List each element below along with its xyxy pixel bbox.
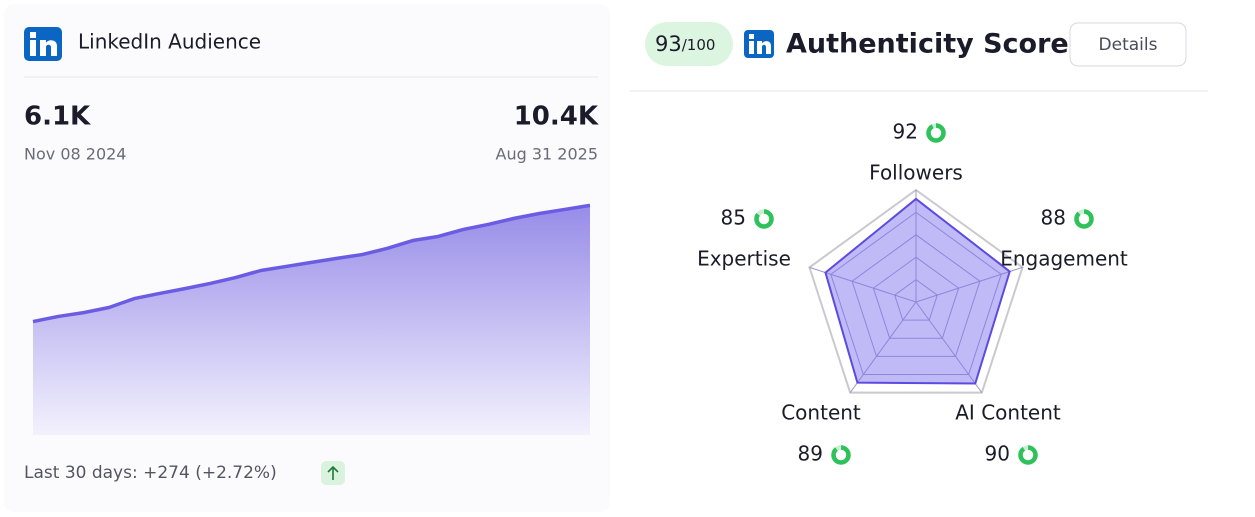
score-value: 90 <box>985 442 1010 466</box>
axis-label: Followers <box>869 161 963 185</box>
card-title: Authenticity Score <box>786 29 1069 60</box>
start-date: Nov 08 2024 <box>24 145 126 164</box>
details-button[interactable] <box>1069 22 1187 67</box>
end-value: 10.4K <box>514 102 599 132</box>
score-ring <box>926 123 946 143</box>
score-ring <box>831 445 851 465</box>
card-title: LinkedIn Audience <box>78 30 261 54</box>
footer-text: Last 30 days: +274 (+2.72%) <box>24 463 277 483</box>
score-value: 89 <box>798 442 823 466</box>
area <box>33 205 590 435</box>
score-value: 92 <box>893 120 918 144</box>
end-date: Aug 31 2025 <box>496 145 599 164</box>
score-badge <box>645 22 733 66</box>
linkedin-logo <box>744 30 774 58</box>
axis-label: Engagement <box>1000 247 1128 271</box>
up-badge <box>321 461 345 485</box>
score-value: 88 <box>1041 206 1066 230</box>
score-value: 93 <box>655 32 682 56</box>
radar-area <box>824 197 1011 385</box>
score-ring <box>1074 209 1094 229</box>
start-value: 6.1K <box>24 102 91 132</box>
score-max: /100 <box>682 36 716 54</box>
axis-label: Content <box>781 401 861 425</box>
score: 93/100 <box>655 32 715 56</box>
score-value: 85 <box>721 206 746 230</box>
score-ring <box>1018 445 1038 465</box>
score-ring <box>754 209 774 229</box>
details-label[interactable]: Details <box>1099 35 1158 55</box>
axis-label: Expertise <box>697 247 791 271</box>
linkedin-logo <box>24 27 62 61</box>
grid-ring <box>808 188 1024 394</box>
axis-label: AI Content <box>955 401 1061 425</box>
line <box>32 203 591 324</box>
